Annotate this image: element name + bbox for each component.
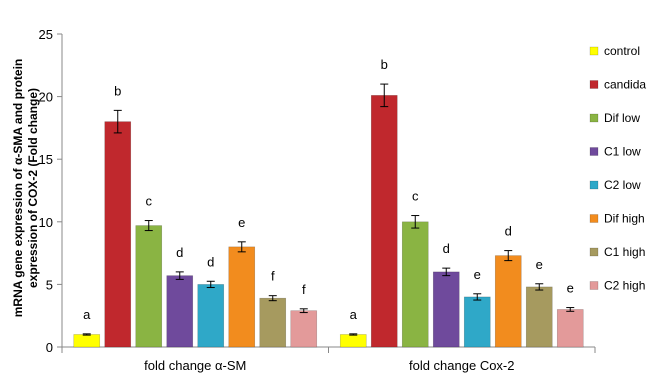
- bar: [290, 310, 318, 348]
- significance-label: f: [271, 269, 275, 284]
- legend-label: Dif low: [604, 111, 640, 125]
- legend-swatch: [589, 281, 599, 290]
- significance-label: e: [567, 281, 574, 296]
- significance-label: d: [443, 241, 450, 256]
- significance-label: c: [146, 194, 153, 209]
- y-tick-label: 5: [46, 277, 53, 292]
- bar: [339, 334, 367, 348]
- bar: [259, 297, 287, 348]
- significance-label: c: [412, 189, 419, 204]
- y-tick-label: 0: [46, 340, 53, 355]
- bar: [432, 271, 460, 348]
- bar: [135, 225, 163, 348]
- legend-swatch: [589, 214, 599, 223]
- legend-label: C1 low: [604, 145, 641, 159]
- bar: [401, 221, 429, 348]
- bar: [197, 284, 225, 348]
- y-axis-label-line-1: mRNA gene expression of α-SMA and protei…: [11, 59, 25, 318]
- legend-swatch: [589, 46, 599, 56]
- bar: [104, 121, 132, 348]
- legend: control candida Dif low C1 low C2 low Dif hig…: [589, 44, 646, 293]
- legend-label: candida: [604, 78, 646, 92]
- legend-swatch: [589, 247, 599, 257]
- legend-label: C2 high: [604, 279, 645, 293]
- legend-swatch: [589, 113, 599, 123]
- significance-label: d: [207, 254, 214, 269]
- bar: [463, 296, 491, 348]
- y-tick-label: 20: [39, 90, 53, 105]
- significance-label: b: [381, 57, 388, 72]
- significance-label: b: [114, 83, 121, 98]
- legend-label: Dif high: [604, 212, 645, 226]
- x-tick-label: fold change α-SM: [144, 358, 246, 373]
- y-tick-label: 25: [39, 27, 53, 42]
- bar: [228, 246, 256, 348]
- bar: [556, 309, 584, 348]
- bar: [370, 95, 398, 348]
- significance-label: a: [350, 307, 358, 322]
- bar: [525, 286, 553, 348]
- legend-label: control: [604, 44, 640, 58]
- significance-label: f: [302, 282, 306, 297]
- significance-label: e: [474, 267, 481, 282]
- significance-label: d: [176, 245, 183, 260]
- bars: a b c d d e f f a b c d e d e e: [73, 57, 584, 348]
- legend-swatch: [589, 80, 599, 89]
- legend-swatch: [589, 147, 599, 156]
- significance-label: e: [536, 257, 543, 272]
- y-axis: 0 5 10 15 20 25: [39, 27, 63, 355]
- x-axis: fold change α-SM fold change Cox-2: [61, 346, 596, 373]
- bar: [166, 275, 194, 348]
- significance-label: d: [505, 224, 512, 239]
- legend-swatch: [589, 180, 599, 190]
- y-tick-label: 10: [39, 215, 53, 230]
- y-axis-label: mRNA gene expression of α-SMA and protei…: [11, 59, 40, 318]
- legend-label: C2 low: [604, 178, 641, 192]
- bar: [73, 334, 101, 348]
- y-tick-label: 15: [39, 152, 53, 167]
- significance-label: a: [83, 307, 91, 322]
- bar: [494, 255, 522, 348]
- significance-label: e: [238, 215, 245, 230]
- legend-label: C1 high: [604, 245, 645, 259]
- x-tick-label: fold change Cox-2: [409, 358, 515, 373]
- y-axis-label-line-2: expression of COX-2 (Fold change): [26, 88, 40, 288]
